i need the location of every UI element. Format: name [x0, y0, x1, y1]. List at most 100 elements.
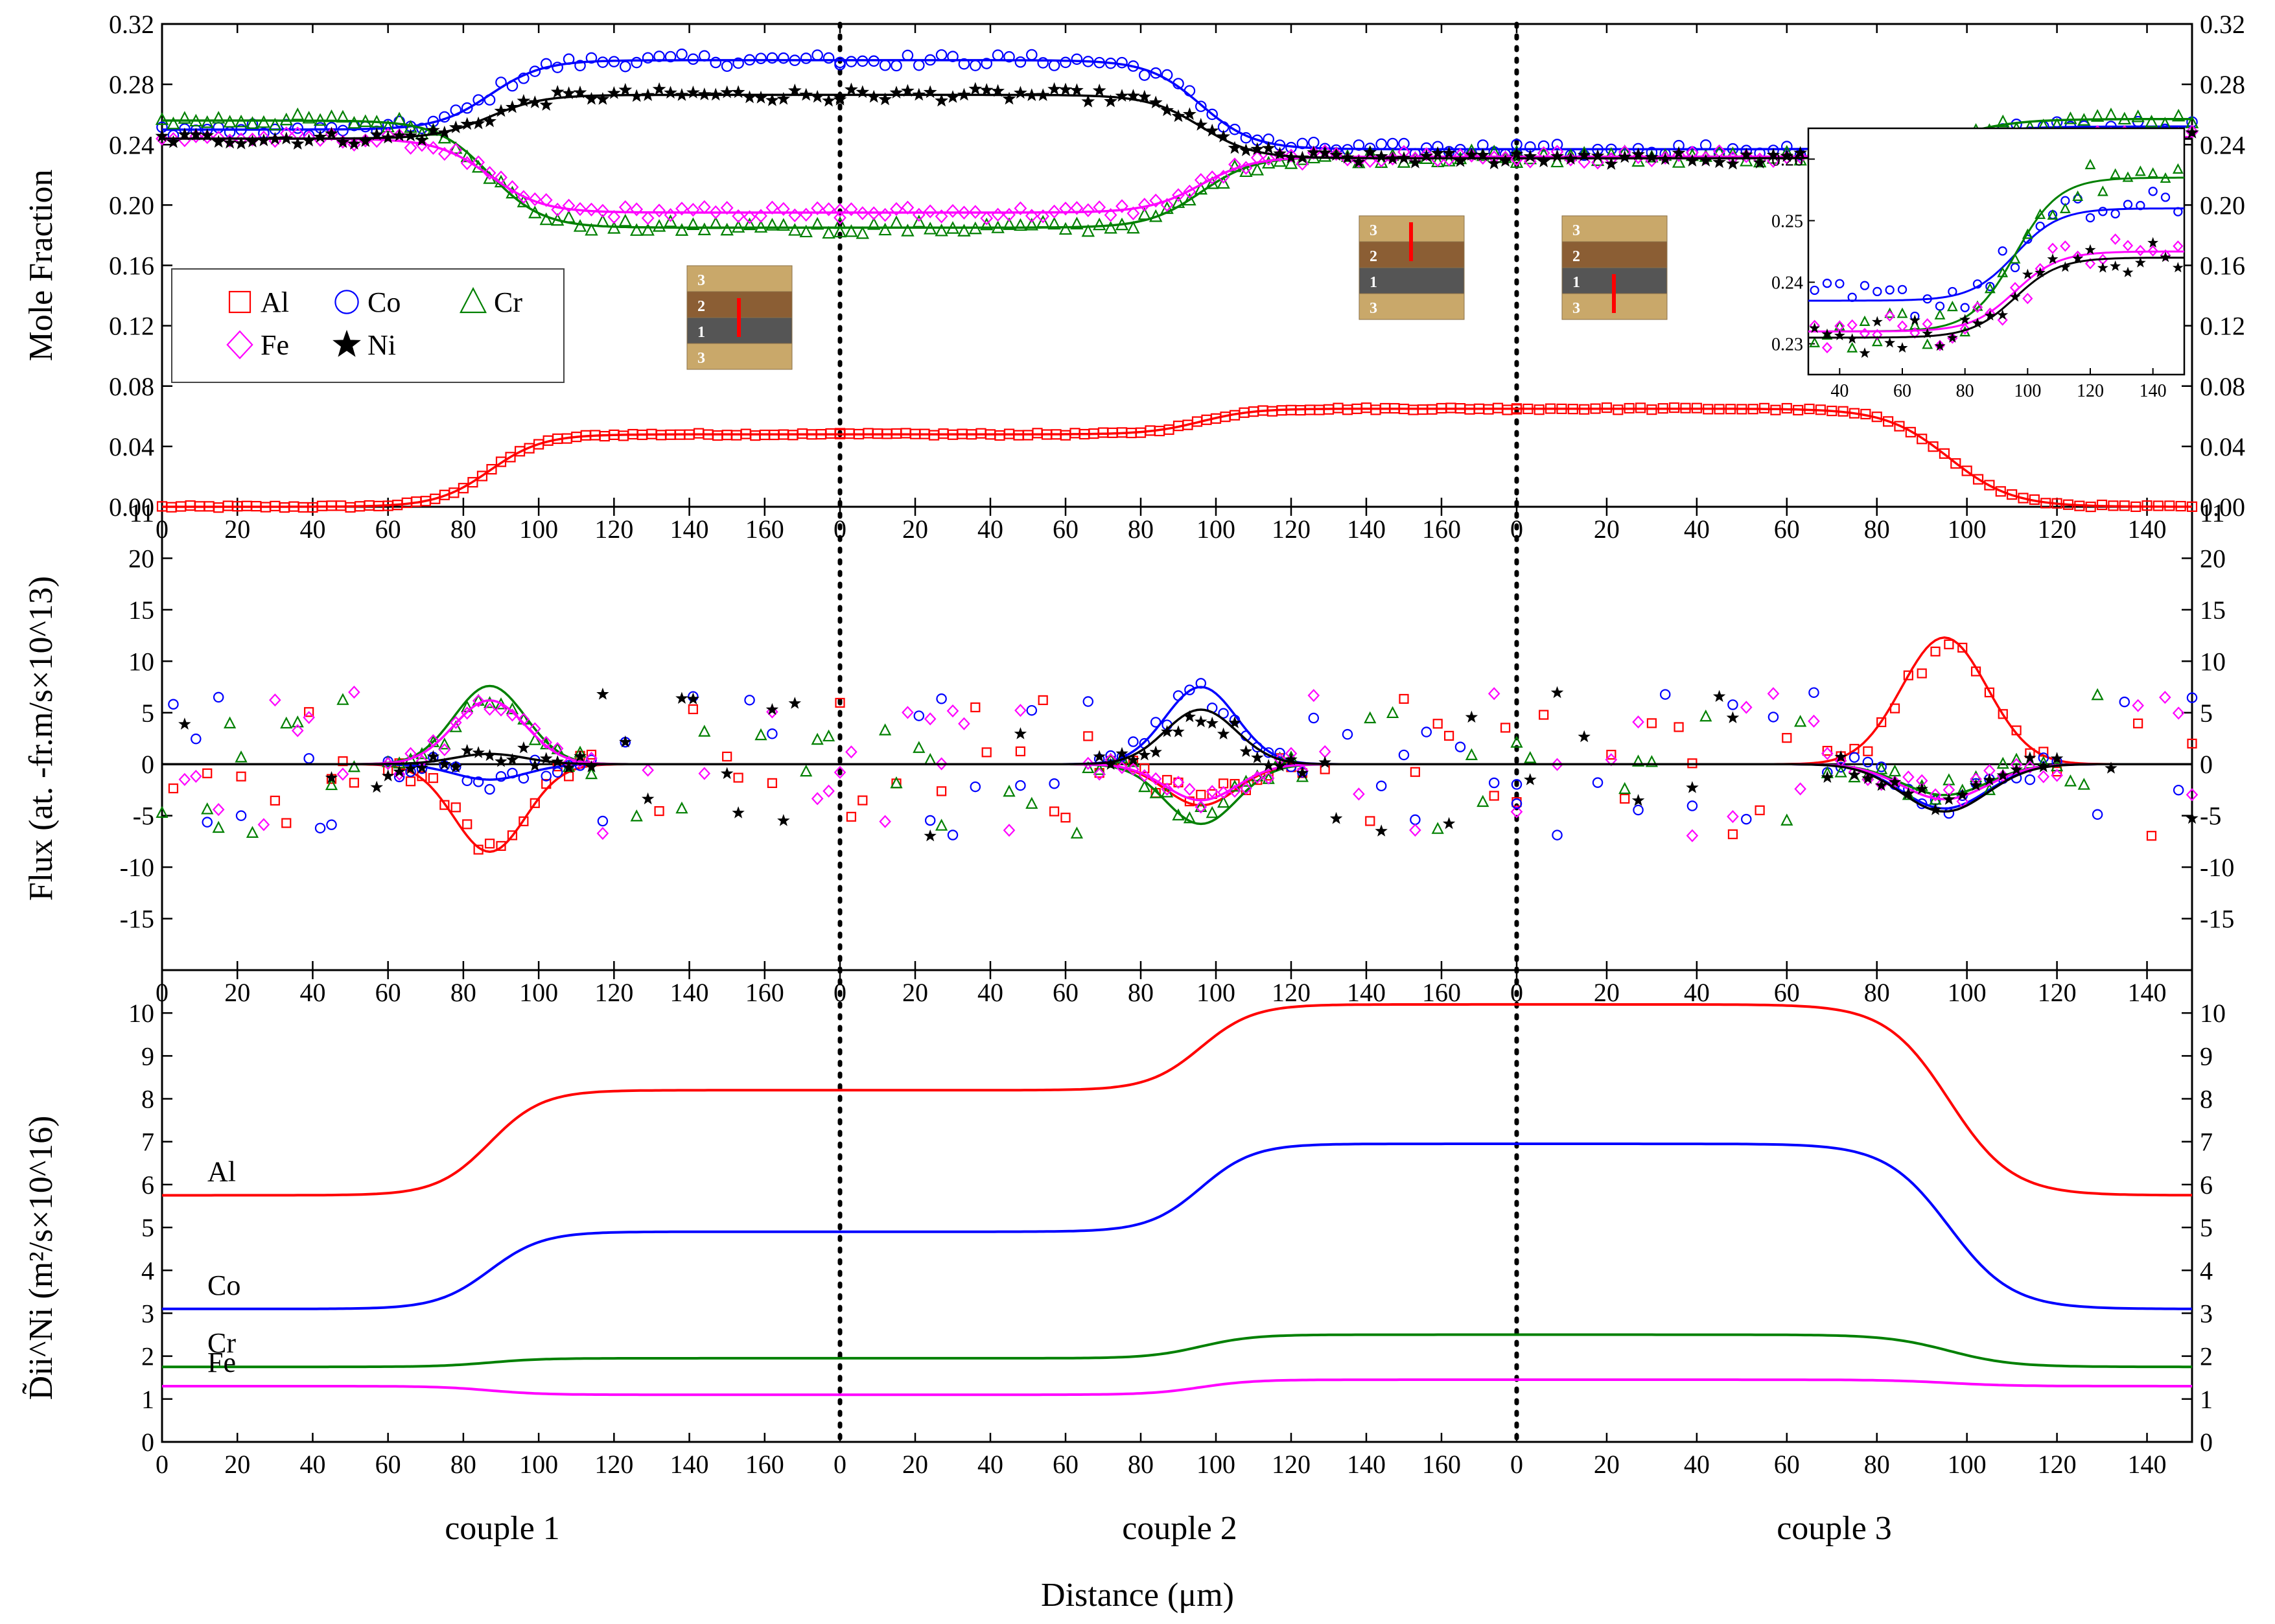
- mole-fraction-point-ni: [675, 87, 689, 101]
- layer-3: [1561, 215, 1668, 242]
- flux-point-ni: [1631, 794, 1645, 806]
- mole-fraction-point-ni: [708, 87, 723, 101]
- flux-point-co: [1026, 704, 1038, 716]
- mole-fraction-point-al: [1502, 404, 1513, 415]
- mole-fraction-point-cr: [1092, 217, 1106, 231]
- y-tick-label: 9: [141, 1041, 154, 1071]
- mole-fraction-point-ni: [596, 92, 610, 105]
- flux-point-ni: [1251, 751, 1264, 763]
- flux-point-fe: [1632, 715, 1644, 729]
- mole-fraction-point-ni: [155, 129, 169, 142]
- x-tick-label: 40: [1684, 978, 1710, 1007]
- flux-point-cr: [1476, 795, 1489, 807]
- mole-fraction-point-co: [879, 59, 891, 71]
- inset-point-cr: [1972, 300, 1983, 311]
- mole-fraction-point-fe: [1183, 184, 1196, 199]
- flux-point-fe: [1251, 771, 1264, 784]
- mole-fraction-point-co: [1104, 57, 1117, 69]
- x-axis-title: Distance (μm): [1041, 1577, 1234, 1614]
- mole-fraction-point-ni: [1228, 141, 1242, 154]
- flux-point-fe: [935, 757, 948, 771]
- mole-fraction-point-al: [1883, 416, 1894, 427]
- inset-point-ni: [2084, 244, 2096, 255]
- inset-point-cr: [2022, 228, 2033, 239]
- inset-point-cr: [2059, 202, 2071, 213]
- mole-fraction-point-co: [563, 53, 575, 65]
- y-tick-label-right: 3: [2200, 1299, 2213, 1328]
- inset-point-cr: [1859, 315, 1871, 326]
- flux-point-co: [1015, 780, 1026, 791]
- flux-point-fe: [1307, 689, 1320, 702]
- flux-point-fe: [1149, 772, 1162, 785]
- flux-point-co: [2186, 692, 2198, 703]
- mole-fraction-point-al: [2074, 500, 2085, 511]
- inset-point-co: [1860, 281, 1870, 290]
- inset-point-co: [1960, 303, 1970, 312]
- mole-fraction-point-cr: [1740, 154, 1753, 167]
- inset-curve-ni: [1808, 257, 2184, 339]
- mole-fraction-point-al: [1522, 403, 1534, 415]
- mole-fraction-point-co: [1386, 137, 1399, 150]
- mole-fraction-point-cr: [686, 217, 700, 230]
- y-tick-label: 0: [141, 1428, 154, 1457]
- flux-point-fe: [1296, 763, 1309, 778]
- flux-point-co: [936, 693, 947, 704]
- x-tick-label: 40: [1684, 1450, 1710, 1479]
- mole-fraction-point-al: [1703, 404, 1714, 415]
- inset-point-cr: [1847, 342, 1858, 353]
- mole-fraction-point-co: [1048, 60, 1060, 71]
- mole-fraction-point-co: [1172, 78, 1184, 89]
- y-tick-label: 3: [141, 1299, 154, 1328]
- mole-fraction-point-co: [529, 65, 541, 77]
- x-tick-label: 40: [977, 978, 1003, 1007]
- flux-point-cr: [156, 806, 169, 818]
- x-tick-label: 100: [1948, 1450, 1987, 1479]
- mole-fraction-point-fe: [1476, 150, 1489, 165]
- flux-point-ni: [1183, 710, 1196, 723]
- mole-fraction-point-al: [1545, 403, 1556, 414]
- inset-point-cr: [2147, 167, 2159, 178]
- mole-fraction-point-ni: [1047, 82, 1062, 95]
- flux-point-fe: [1353, 787, 1365, 801]
- x-tick-label: 40: [299, 978, 325, 1007]
- flux-point-ni: [370, 780, 384, 793]
- inset-point-co: [1822, 278, 1832, 288]
- mole-fraction-point-fe: [867, 206, 881, 220]
- legend: Al Co Cr Fe Ni: [171, 268, 565, 383]
- flux-point-ni: [1821, 771, 1834, 783]
- x-tick-label: 100: [1196, 515, 1235, 544]
- mole-fraction-point-cr: [1550, 154, 1564, 168]
- mole-fraction-point-co: [1375, 138, 1387, 150]
- mole-fraction-point-ni: [415, 133, 429, 146]
- couple-1-label: couple 1: [445, 1510, 560, 1547]
- mole-fraction-point-cr: [573, 219, 587, 232]
- mole-fraction-point-ni: [1261, 141, 1276, 154]
- mole-fraction-point-fe: [393, 128, 406, 143]
- mole-fraction-point-fe: [732, 209, 745, 224]
- mole-fraction-point-ni: [935, 93, 948, 107]
- flux-point-cr: [1942, 773, 1955, 785]
- x-tick-label: 60: [1774, 1450, 1800, 1479]
- flux-point-cr: [1618, 782, 1631, 795]
- mole-fraction-point-co: [2051, 116, 2063, 128]
- mole-fraction-point-ni: [1036, 88, 1050, 101]
- mole-fraction-point-fe: [980, 211, 994, 226]
- mole-fraction-point-cr: [223, 115, 237, 128]
- mole-fraction-point-ni: [697, 87, 712, 100]
- mole-fraction-point-ni: [1307, 145, 1321, 159]
- flux-point-co: [1398, 749, 1410, 761]
- flux-point-cr: [698, 725, 711, 737]
- flux-point-co: [1686, 800, 1698, 811]
- mole-fraction-point-ni: [290, 137, 305, 150]
- inset-point-cr: [1946, 301, 1958, 312]
- mole-fraction-point-cr: [347, 115, 361, 129]
- mole-fraction-point-ni: [426, 123, 440, 136]
- inset-point-ni: [2035, 266, 2046, 277]
- inset-point-co: [1897, 284, 1908, 295]
- inset-point-ni: [1847, 333, 1858, 344]
- flux-point-co: [1849, 752, 1860, 763]
- mole-fraction-point-cr: [1036, 215, 1050, 228]
- x-tick-label: 0: [834, 1450, 846, 1479]
- mole-fraction-point-co: [902, 49, 914, 62]
- flux-point-cr: [1645, 755, 1659, 767]
